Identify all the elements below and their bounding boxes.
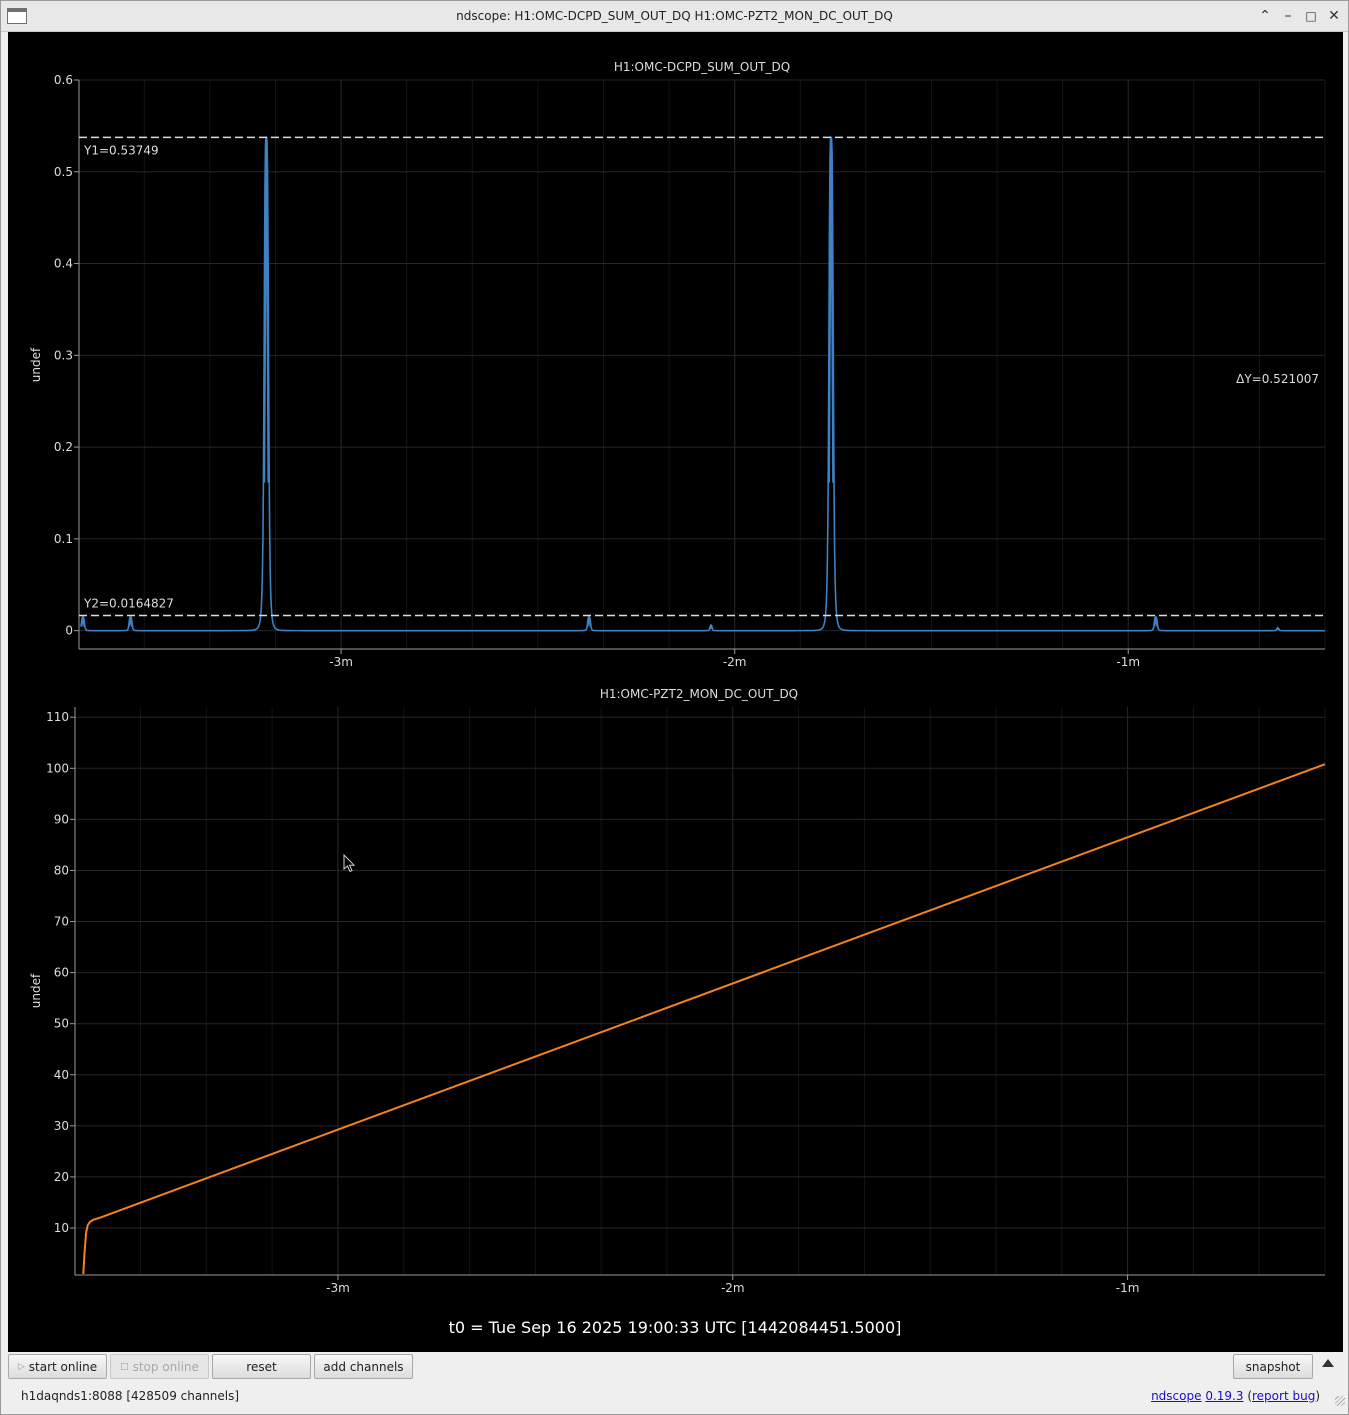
version-info: ndscope 0.19.3 (report bug)	[1151, 1389, 1320, 1403]
status-bar: h1daqnds1:8088 [428509 channels] ndscope…	[1, 1385, 1348, 1409]
y-tick-label: 40	[54, 1068, 69, 1082]
y-tick-label: 0.6	[54, 73, 73, 87]
y-tick-label: 0.5	[54, 165, 73, 179]
plot1-grid	[79, 79, 1326, 649]
y-tick-label: 100	[46, 761, 69, 775]
plot1-y-label: undef	[29, 347, 43, 382]
cursor-y2-label: Y2=0.0164827	[83, 597, 174, 611]
ndscope-link[interactable]: ndscope	[1151, 1389, 1202, 1403]
stop-icon: □	[120, 1361, 129, 1372]
plot1-x-tick-labels: -3m -2m -1m	[329, 649, 1140, 669]
plot1-title: H1:OMC-DCPD_SUM_OUT_DQ	[614, 60, 790, 74]
y-tick-label: 20	[54, 1170, 69, 1184]
snapshot-button[interactable]: snapshot	[1233, 1354, 1313, 1379]
start-online-button[interactable]: ▷ start online	[8, 1354, 107, 1379]
add-channels-button[interactable]: add channels	[314, 1354, 413, 1379]
y-tick-label: 80	[54, 863, 69, 877]
version-link[interactable]: 0.19.3	[1205, 1389, 1244, 1403]
maximize-chevron-icon[interactable]: ⌃	[1259, 8, 1271, 24]
y-tick-label: 30	[54, 1119, 69, 1133]
plot-pzt2-mon[interactable]: 10 20 30 40 50 60 70 80 90 100 110 -3m -2m -1m H1:OM…	[29, 687, 1326, 1295]
play-icon: ▷	[17, 1361, 25, 1372]
restore-icon[interactable]: □	[1305, 9, 1317, 23]
window-title: ndscope: H1:OMC-DCPD_SUM_OUT_DQ H1:OMC-P…	[456, 9, 893, 23]
plot2-x-tick-labels: -3m -2m -1m	[326, 1275, 1139, 1295]
stop-online-label: stop online	[132, 1359, 199, 1374]
title-bar[interactable]: ndscope: H1:OMC-DCPD_SUM_OUT_DQ H1:OMC-P…	[1, 1, 1348, 32]
plot1-trace	[80, 135, 1325, 632]
y-tick-label: 90	[54, 812, 69, 826]
cursor-delta-label: ΔY=0.521007	[1236, 372, 1319, 386]
resize-grip-icon[interactable]	[1335, 1396, 1345, 1406]
y-tick-label: 110	[46, 710, 69, 724]
y-tick-label: 70	[54, 915, 69, 929]
y-tick-label: 0	[65, 624, 73, 638]
collapse-arrow-icon[interactable]	[1322, 1359, 1334, 1367]
y-tick-label: 60	[54, 966, 69, 980]
y-tick-label: 50	[54, 1017, 69, 1031]
x-tick-label: -1m	[1116, 1281, 1140, 1295]
plot2-y-tick-labels: 10 20 30 40 50 60 70 80 90 100 110	[46, 710, 75, 1235]
y-tick-label: 10	[54, 1221, 69, 1235]
plot1-y-tick-labels: 0 0.1 0.2 0.3 0.4 0.5 0.6	[54, 73, 79, 638]
close-icon[interactable]: ✕	[1328, 8, 1340, 24]
x-tick-label: -1m	[1116, 655, 1140, 669]
start-online-label: start online	[28, 1359, 98, 1374]
plot2-y-label: undef	[29, 973, 43, 1008]
cursor-y1-label: Y1=0.53749	[83, 143, 159, 157]
stop-online-button[interactable]: □ stop online	[110, 1354, 209, 1379]
x-tick-label: -2m	[723, 655, 747, 669]
x-tick-label: -3m	[329, 655, 353, 669]
app-window-icon[interactable]	[7, 8, 27, 24]
open-paren: (	[1243, 1389, 1252, 1403]
scope-plot-area[interactable]: 0 0.1 0.2 0.3 0.4 0.5 0.6 -3m -2m -1m H1:OMC-DCP…	[8, 32, 1343, 1352]
mouse-pointer-icon	[343, 853, 356, 873]
t0-label: t0 = Tue Sep 16 2025 19:00:33 UTC [14420…	[449, 1318, 902, 1337]
y-tick-label: 0.4	[54, 257, 73, 271]
plot2-grid	[75, 707, 1326, 1275]
plot2-title: H1:OMC-PZT2_MON_DC_OUT_DQ	[600, 687, 798, 701]
plot2-trace	[82, 763, 1326, 1275]
y-tick-label: 0.2	[54, 440, 73, 454]
x-tick-label: -2m	[721, 1281, 745, 1295]
report-bug-link[interactable]: report bug	[1252, 1389, 1316, 1403]
bottom-toolbar: ▷ start online □ stop online reset add c…	[1, 1353, 1348, 1381]
reset-button[interactable]: reset	[212, 1354, 311, 1379]
y-tick-label: 0.1	[54, 532, 73, 546]
y-tick-label: 0.3	[54, 348, 73, 362]
x-tick-label: -3m	[326, 1281, 350, 1295]
close-paren: )	[1315, 1389, 1320, 1403]
server-status: h1daqnds1:8088 [428509 channels]	[21, 1389, 240, 1403]
minimize-icon[interactable]: –	[1284, 8, 1292, 24]
plot-dcpd-sum[interactable]: 0 0.1 0.2 0.3 0.4 0.5 0.6 -3m -2m -1m H1:OMC-DCP…	[29, 60, 1326, 669]
scope-svg[interactable]: 0 0.1 0.2 0.3 0.4 0.5 0.6 -3m -2m -1m H1:OMC-DCP…	[8, 32, 1343, 1352]
